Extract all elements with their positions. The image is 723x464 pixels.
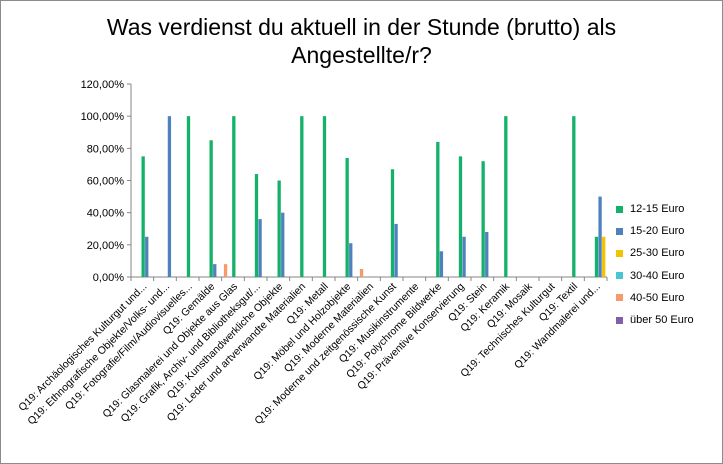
y-tick-label: 120,00% (81, 79, 125, 91)
bar (572, 116, 576, 278)
legend-item: 25-30 Euro (616, 242, 720, 264)
legend-label: 40-50 Euro (630, 291, 685, 304)
legend-swatch (616, 272, 623, 280)
bar (277, 180, 281, 277)
bar (254, 174, 259, 277)
y-tick-label: 40,00% (87, 208, 125, 220)
bar (300, 116, 304, 278)
bar (598, 196, 602, 277)
bar (462, 236, 466, 277)
bar (394, 223, 398, 277)
bar (145, 236, 149, 277)
bar (345, 157, 349, 277)
bar (439, 251, 444, 277)
y-tick-label: 60,00% (87, 176, 125, 188)
bar (213, 264, 217, 277)
x-tick-label: Q19: Ethnografische Objekte/Volks- und..… (25, 281, 172, 428)
legend-label: 30-40 Euro (630, 269, 685, 282)
chart-legend: 12-15 Euro 15-20 Euro 25-30 Euro 30-40 Euro… (616, 198, 720, 331)
bar (458, 156, 463, 277)
bar (602, 236, 606, 277)
bar (223, 264, 228, 277)
bar (436, 141, 440, 277)
bar (485, 231, 489, 277)
bar (359, 268, 364, 277)
legend-swatch (616, 249, 623, 257)
bar (209, 140, 213, 277)
bar (390, 169, 395, 277)
bar (481, 161, 485, 277)
chart-title: Was verdienst du aktuell in der Stunde (… (106, 14, 617, 68)
legend-item: 12-15 Euro (616, 198, 720, 220)
bar (141, 156, 145, 277)
legend-swatch (616, 316, 623, 324)
bar (322, 116, 327, 278)
bar (232, 116, 236, 278)
y-tick-label: 0,00% (93, 272, 124, 284)
y-tick-label: 20,00% (87, 240, 125, 252)
legend-item: 15-20 Euro (616, 220, 720, 242)
legend-item: 40-50 Euro (616, 287, 720, 309)
legend-item: über 50 Euro (616, 309, 720, 331)
bar (281, 212, 285, 277)
legend-swatch (616, 205, 623, 213)
legend-label: 25-30 Euro (630, 247, 685, 260)
bar (504, 116, 508, 278)
y-tick-label: 80,00% (87, 143, 125, 155)
legend-label: 12-15 Euro (630, 203, 685, 216)
bar (167, 116, 172, 278)
bar (186, 116, 191, 278)
y-tick-label: 100,00% (81, 111, 125, 123)
legend-item: 30-40 Euro (616, 265, 720, 287)
legend-label: 15-20 Euro (630, 225, 685, 238)
bar (349, 243, 353, 277)
bar (258, 219, 262, 277)
bar (594, 236, 599, 277)
legend-label: über 50 Euro (630, 314, 694, 327)
legend-swatch (616, 294, 623, 302)
legend-swatch (616, 227, 623, 235)
